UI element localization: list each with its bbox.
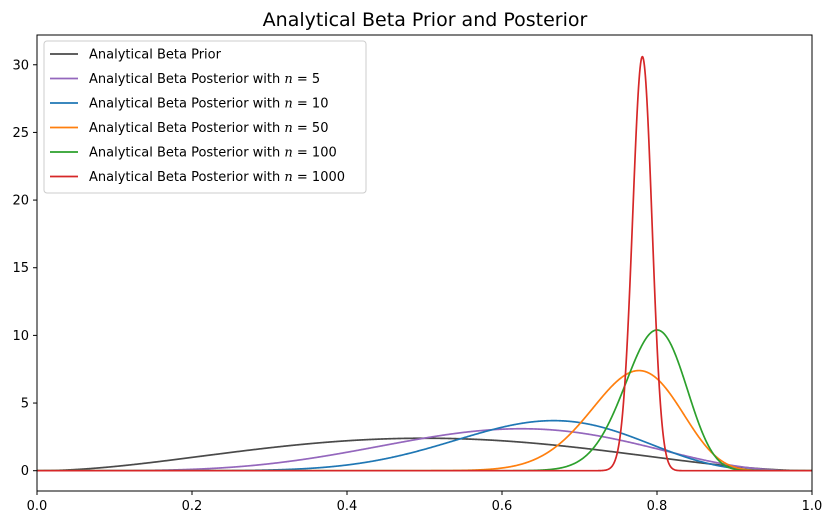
y-tick-label: 20 [12,194,29,209]
legend-box [43,40,367,194]
series-line-4 [36,369,813,472]
legend-label: Analytical Beta Posterior with n = 50 [89,121,328,136]
legend-label: Analytical Beta Posterior with n = 100 [89,146,337,161]
legend: Analytical Beta Prior Analytical Beta Pos… [43,40,367,194]
y-tick-label: 25 [12,126,29,141]
series-line-1 [36,437,813,472]
y-tick-label: 0 [21,464,29,479]
y-tick-label: 10 [12,329,29,344]
x-tick-label: 0.2 [182,499,203,514]
axes-frame [36,34,813,492]
legend-label: Analytical Beta Prior [89,48,222,63]
x-tick-label: 0.6 [492,499,513,514]
x-axis: 0.0 0.2 0.4 0.6 0.8 1.0 [27,491,823,514]
x-tick-label: 0.0 [27,499,48,514]
legend-label: Analytical Beta Posterior with n = 1000 [89,170,345,185]
legend-label: Analytical Beta Posterior with n = 10 [89,97,328,112]
chart-title: Analytical Beta Prior and Posterior [263,9,588,31]
y-axis: 0 5 10 15 20 25 30 [12,58,37,479]
series-line-3 [36,419,813,472]
y-tick-label: 5 [21,397,29,412]
x-tick-label: 1.0 [802,499,823,514]
y-tick-label: 15 [12,261,29,276]
plot-area [36,34,813,492]
x-tick-label: 0.4 [337,499,358,514]
y-tick-label: 30 [12,58,29,73]
series-line-6 [36,55,813,472]
legend-label: Analytical Beta Posterior with n = 5 [89,72,320,87]
x-tick-label: 0.8 [647,499,668,514]
